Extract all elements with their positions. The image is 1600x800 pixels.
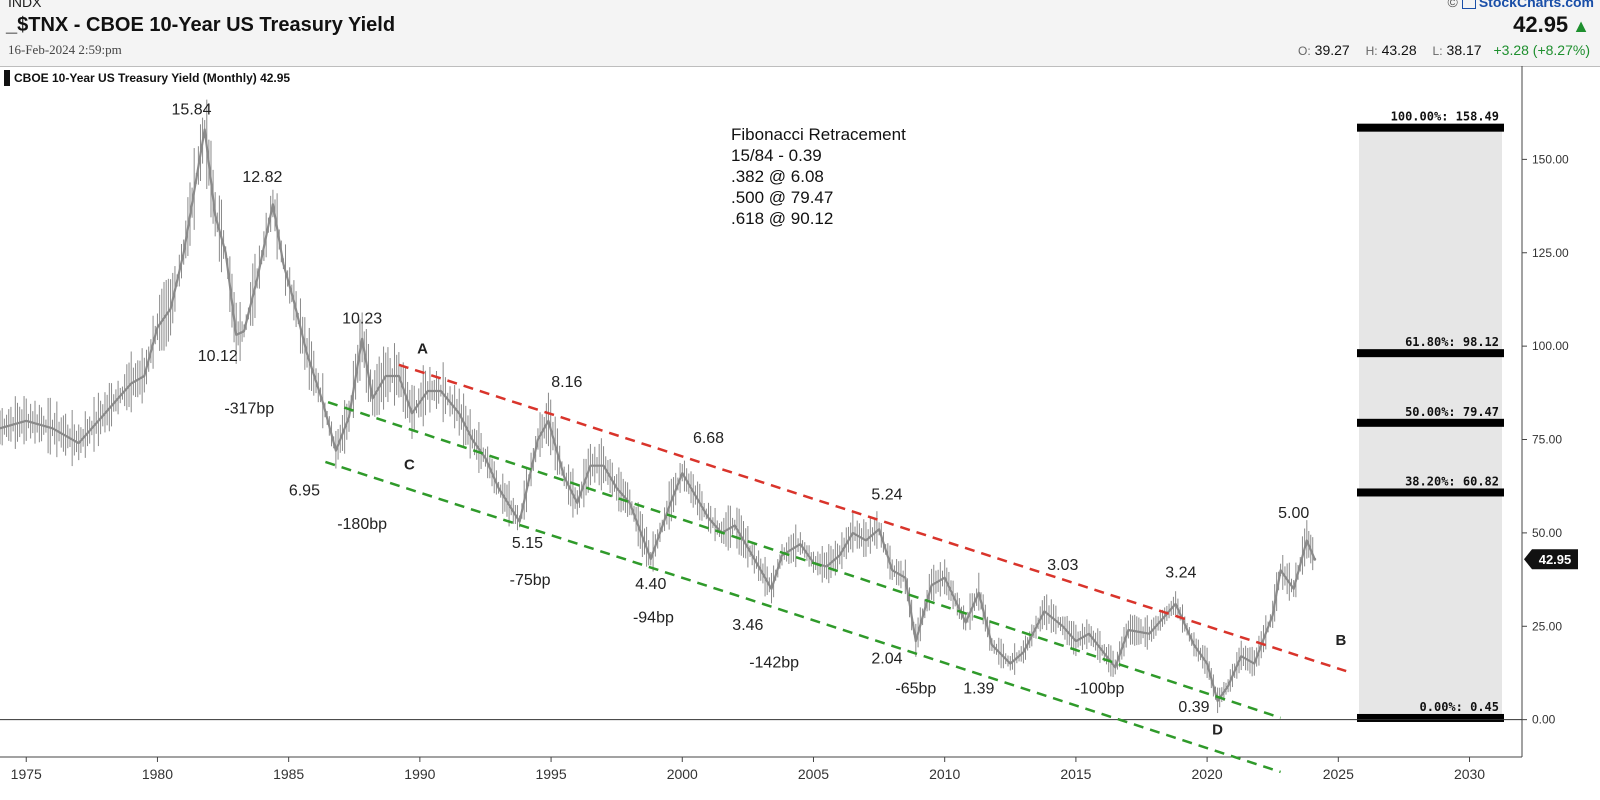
lower-support-trendline (325, 460, 1281, 774)
high-label: H: (1365, 44, 1378, 58)
price-annotation: -100bp (1075, 681, 1125, 698)
fibonacci-level-bar (1357, 123, 1504, 132)
upper-support-trendline (327, 400, 1281, 719)
price-annotation: 0.39 (1178, 699, 1209, 716)
y-tick-label: 100.00 (1532, 339, 1569, 353)
price-point-last (1313, 557, 1317, 561)
fib-note-line: .500 @ 79.47 (731, 188, 834, 207)
series-legend: CBOE 10-Year US Treasury Yield (Monthly)… (4, 70, 290, 86)
x-tick-label: 2030 (1454, 766, 1485, 782)
price-annotation: 2.04 (871, 651, 902, 668)
ohlc-summary: O: 39.27 H: 43.28 L: 38.17 +3.28 (+8.27%) (1286, 42, 1590, 58)
x-tick-label: 1990 (404, 766, 435, 782)
fibonacci-band-group: 100.00%: 158.49 61.80%: 98.12 50.00%: 79.4… (1357, 110, 1504, 722)
chart-title: _$TNX - CBOE 10-Year US Treasury Yield (6, 14, 396, 36)
x-tick-label: 1995 (535, 766, 566, 782)
price-annotation: -75bp (510, 572, 551, 589)
price-annotation: 12.82 (242, 169, 282, 186)
fibonacci-level-bar (1357, 418, 1504, 427)
x-tick-label: 2020 (1192, 766, 1223, 782)
high-value: 43.28 (1381, 42, 1417, 58)
x-tick-label: 2005 (798, 766, 829, 782)
fibonacci-level-label: 100.00%: 158.49 (1391, 110, 1499, 124)
price-annotation: 6.95 (289, 483, 320, 500)
x-tick-label: 1985 (273, 766, 304, 782)
price-annotation: -317bp (224, 400, 274, 417)
fibonacci-level-label: 0.00%: 0.45 (1420, 700, 1499, 714)
annotation-group: 15.84 12.82 10.12 10.23 -317bp 6.95 A C 8.16 -180… (172, 102, 1578, 739)
price-annotation: -142bp (749, 654, 799, 671)
price-annotation: 15.84 (172, 102, 212, 119)
x-tick-label: 2000 (667, 766, 698, 782)
current-value-tag (1524, 549, 1578, 570)
price-annotation: 3.46 (732, 617, 763, 634)
stockcharts-logo-icon (1461, 0, 1476, 10)
pattern-point-label: D (1212, 722, 1223, 739)
last-price: 42.95 ▲ (1513, 12, 1590, 38)
x-tick-label: 2025 (1323, 766, 1354, 782)
low-label: L: (1432, 44, 1443, 58)
pattern-point-label: B (1336, 632, 1347, 649)
timestamp: 16-Feb-2024 2:59:pm (8, 42, 122, 57)
y-tick-label: 0.00 (1532, 713, 1556, 727)
price-annotation: -180bp (337, 516, 387, 533)
x-tick-label: 1980 (142, 766, 173, 782)
pattern-point-label: C (404, 456, 415, 473)
copyright-mark: © (1447, 0, 1458, 10)
open-label: O: (1297, 44, 1311, 58)
fibonacci-level-bar (1357, 488, 1504, 497)
fibonacci-level-bar (1357, 713, 1504, 722)
price-annotation: 1.39 (963, 681, 994, 698)
current-value-label: 42.95 (1539, 552, 1572, 567)
fibonacci-level-label: 50.00%: 79.47 (1405, 405, 1499, 419)
price-annotation: 4.40 (635, 576, 666, 593)
y-tick-label: 25.00 (1532, 619, 1562, 633)
price-annotation: 10.12 (198, 348, 238, 365)
price-annotation: 3.24 (1165, 565, 1196, 582)
pattern-point-label: A (417, 341, 428, 358)
open-value: 39.27 (1314, 42, 1350, 58)
fibonacci-level-label: 61.80%: 98.12 (1405, 335, 1499, 349)
brand-link[interactable]: © StockCharts.com (1448, 0, 1594, 10)
y-tick-label: 50.00 (1532, 526, 1562, 540)
price-annotation: -65bp (895, 681, 936, 698)
chart-header: INDX _$TNX - CBOE 10-Year US Treasury Yi… (0, 0, 1600, 67)
price-annotation: -94bp (633, 610, 674, 627)
fibonacci-level-label: 38.20%: 60.82 (1405, 474, 1499, 488)
up-arrow-icon: ▲ (1572, 16, 1590, 36)
resistance-trendline (398, 363, 1347, 673)
y-tick-label: 150.00 (1532, 152, 1569, 166)
last-price-value: 42.95 (1513, 12, 1569, 37)
y-tick-label: 75.00 (1532, 433, 1562, 447)
fibonacci-note: Fibonacci Retracement 15/84 - 0.39 .382 … (731, 124, 906, 229)
price-annotation: 5.00 (1278, 505, 1309, 522)
x-tick-label: 2015 (1060, 766, 1091, 782)
exchange-label: INDX (8, 0, 42, 10)
price-series-group (0, 99, 1317, 714)
x-tick-label: 1975 (11, 766, 42, 782)
fib-note-line: .382 @ 6.08 (731, 167, 824, 186)
price-annotation: 5.15 (512, 535, 543, 552)
price-annotation: 8.16 (551, 374, 582, 391)
trendline-group (325, 363, 1347, 774)
price-annotation: 6.68 (693, 430, 724, 447)
fib-note-line: 15/84 - 0.39 (731, 146, 822, 165)
price-annotation: 3.03 (1047, 557, 1078, 574)
low-value: 38.17 (1446, 42, 1482, 58)
y-tick-label: 125.00 (1532, 246, 1569, 260)
fibonacci-level-bar (1357, 349, 1504, 358)
price-annotation: 10.23 (342, 311, 382, 328)
x-tick-label: 2010 (929, 766, 960, 782)
fib-note-line: .618 @ 90.12 (731, 209, 834, 228)
fib-note-title: Fibonacci Retracement (731, 125, 906, 144)
brand-name: StockCharts.com (1478, 0, 1594, 10)
axis-group: 0.00 25.00 50.00 75.00 100.00 125.00 150.00 197… (0, 66, 1569, 782)
change-value: +3.28 (+8.27%) (1493, 42, 1590, 58)
price-annotation: 5.24 (871, 486, 902, 503)
